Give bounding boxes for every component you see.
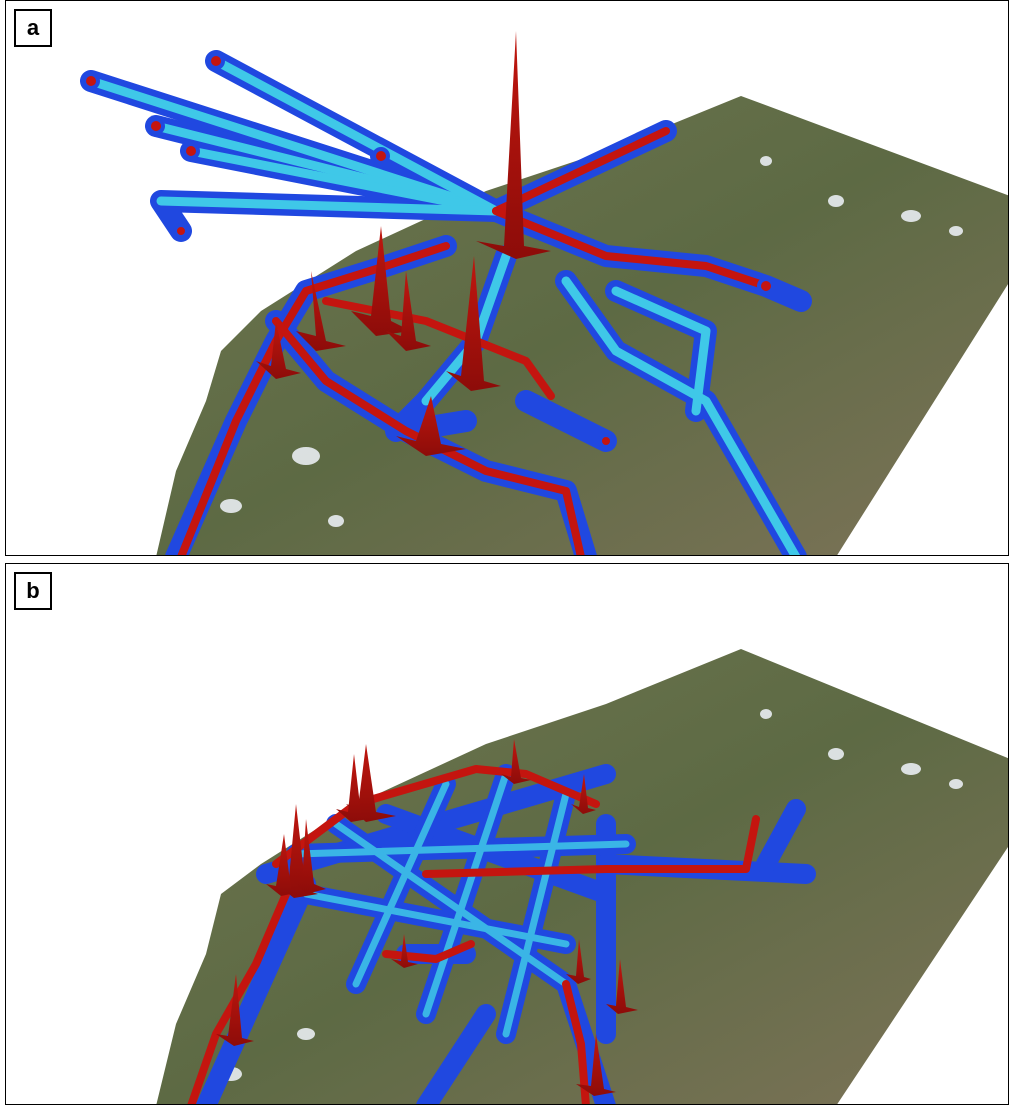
panel-a: a bbox=[5, 0, 1009, 556]
panel-b: b bbox=[5, 563, 1009, 1105]
density-tracks-mid bbox=[86, 56, 801, 555]
snow-patches bbox=[220, 156, 963, 527]
track-endpoints bbox=[82, 52, 775, 449]
density-peaks bbox=[216, 739, 638, 1096]
panel-b-3d-density-map bbox=[156, 649, 1008, 1104]
panel-a-3d-density-map bbox=[80, 31, 1008, 555]
panel-a-label: a bbox=[14, 9, 52, 47]
terrain-surface bbox=[156, 96, 1008, 555]
panel-b-label: b bbox=[14, 572, 52, 610]
density-mesh-mid bbox=[292, 770, 630, 1038]
density-peaks bbox=[256, 31, 551, 456]
